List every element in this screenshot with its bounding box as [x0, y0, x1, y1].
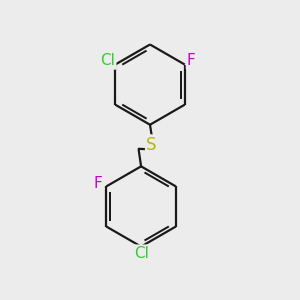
Text: S: S [146, 136, 157, 154]
Text: F: F [187, 53, 196, 68]
Text: Cl: Cl [134, 246, 148, 261]
Text: F: F [94, 176, 102, 191]
Text: Cl: Cl [100, 53, 115, 68]
